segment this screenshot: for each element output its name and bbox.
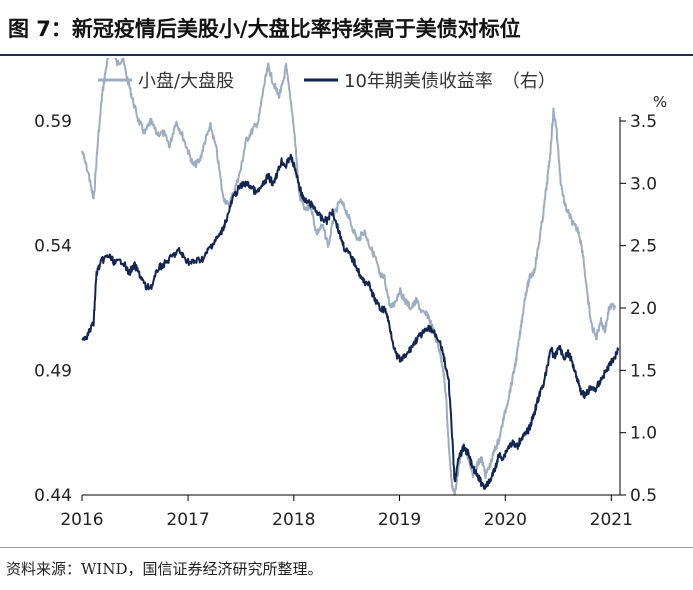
x-tick-label: 2021 — [590, 510, 633, 530]
chart-axes: 2016 2017 2018 2019 2020 2021 0.44 0.49 0.54 0.59… — [34, 93, 667, 530]
series-group — [81, 58, 620, 496]
y-right-tick-label: 0.5 — [630, 486, 657, 506]
dual-axis-line-chart: 小盘/大盘股 10年期美债收益率 （右） 2016 2017 2018 2019 2020… — [34, 58, 667, 530]
y-right-tick-label: 2.0 — [630, 299, 657, 319]
x-tick-label: 2017 — [166, 510, 209, 530]
legend-label-2: 10年期美债收益率 （右） — [344, 71, 556, 92]
figure-title-bar: 图 7：新冠疫情后美股小/大盘比率持续高于美债对标位 — [0, 0, 693, 54]
source-note: 资料来源：WIND，国信证券经济研究所整理。 — [6, 560, 323, 578]
title-divider — [0, 54, 693, 56]
y-left-tick-label: 0.44 — [34, 486, 72, 506]
y-right-unit-label: % — [653, 93, 667, 111]
y-right-tick-label: 3.0 — [630, 174, 657, 194]
source-divider — [0, 547, 693, 548]
series-line-1 — [81, 58, 617, 496]
y-left-tick-label: 0.49 — [34, 361, 72, 381]
y-right-tick-label: 1.5 — [630, 361, 657, 381]
y-right-tick-label: 3.5 — [630, 112, 657, 132]
y-left-tick-label: 0.59 — [34, 112, 72, 132]
y-right-tick-label: 2.5 — [630, 237, 657, 257]
figure-title: 图 7：新冠疫情后美股小/大盘比率持续高于美债对标位 — [8, 17, 521, 41]
x-tick-label: 2016 — [60, 510, 103, 530]
chart-legend: 小盘/大盘股 10年期美债收益率 （右） — [98, 71, 556, 92]
x-tick-label: 2018 — [272, 510, 315, 530]
series-line-2 — [81, 153, 620, 490]
x-tick-label: 2019 — [378, 510, 421, 530]
y-right-tick-label: 1.0 — [630, 424, 657, 444]
legend-label-1: 小盘/大盘股 — [138, 71, 234, 92]
y-left-tick-label: 0.54 — [34, 237, 72, 257]
x-tick-label: 2020 — [484, 510, 527, 530]
